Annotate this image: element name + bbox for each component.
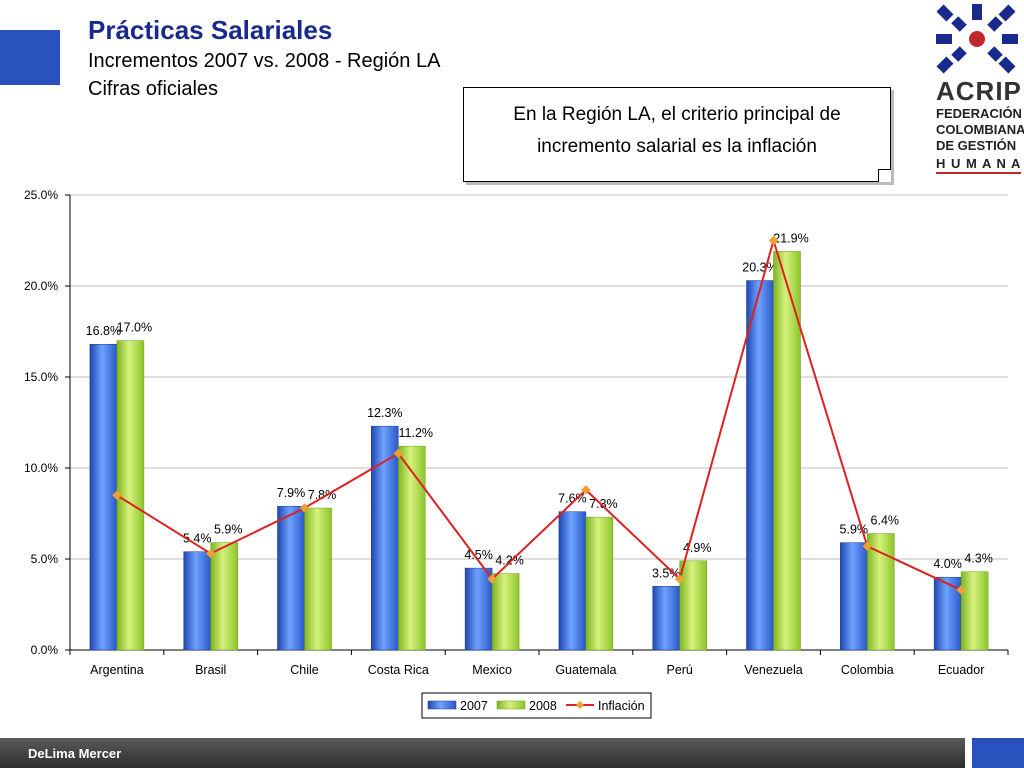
page-subtitle: Incrementos 2007 vs. 2008 - Región LA xyxy=(88,50,441,72)
decorative-blue-square-right xyxy=(972,738,1024,768)
y-tick-label: 15.0% xyxy=(24,370,58,384)
logo-line-2: COLOMBIANA xyxy=(936,122,1024,137)
bar-2007 xyxy=(558,511,587,651)
inflation-point xyxy=(768,235,779,246)
x-category-label: Mexico xyxy=(472,663,512,677)
x-category-label: Costa Rica xyxy=(368,663,429,677)
bar-2008 xyxy=(304,507,332,651)
callout-line-1: En la Región LA, el criterio principal d… xyxy=(513,104,841,125)
inflation-point xyxy=(581,485,591,495)
data-label-2007: 5.4% xyxy=(183,532,212,546)
x-category-label: Ecuador xyxy=(938,663,985,677)
data-label-2007: 12.3% xyxy=(367,406,402,420)
data-label-2008: 7.3% xyxy=(589,497,618,511)
data-label-2008: 21.9% xyxy=(773,231,808,245)
logo-line-4: H U M A N A xyxy=(936,156,1022,174)
bar-2008 xyxy=(585,516,614,651)
x-category-label: Colombia xyxy=(841,663,894,677)
inflation-point xyxy=(487,574,497,584)
bar-2007 xyxy=(371,425,399,651)
legend-swatch-2007 xyxy=(427,700,457,710)
x-category-label: Brasil xyxy=(195,663,226,677)
decorative-blue-square xyxy=(0,30,60,85)
data-label-2008: 7.8% xyxy=(308,488,337,502)
data-label-2007: 20.3% xyxy=(742,261,777,275)
data-label-2007: 16.8% xyxy=(86,324,121,338)
inflation-line xyxy=(116,236,962,591)
data-label-2008: 4.3% xyxy=(964,552,993,566)
bar-2008 xyxy=(398,445,426,651)
bar-2007 xyxy=(277,505,305,651)
x-category-label: Chile xyxy=(290,663,319,677)
logo-line-3: DE GESTIÓN xyxy=(936,138,1017,153)
bar-2008 xyxy=(679,560,707,651)
legend-marker-inflation xyxy=(576,701,584,709)
inflation-point xyxy=(205,548,216,559)
y-tick-label: 25.0% xyxy=(24,188,58,202)
bar-2007 xyxy=(933,576,962,651)
legend-label-inflation: Inflación xyxy=(598,699,645,713)
legend-swatch-2008 xyxy=(496,700,526,710)
inflation-point xyxy=(299,503,310,513)
page-title: Prácticas Salariales xyxy=(88,15,333,45)
data-label-2008: 4.2% xyxy=(495,554,524,568)
data-label-2008: 5.9% xyxy=(214,523,243,537)
logo-name: ACRIP xyxy=(936,76,1022,106)
bar-2007 xyxy=(89,343,118,651)
data-label-2007: 3.5% xyxy=(652,566,681,580)
bar-2007 xyxy=(652,586,680,651)
chart-legend: 2007 2008 Inflación xyxy=(421,692,652,719)
bar-2008 xyxy=(773,251,801,651)
bar-2007 xyxy=(840,542,868,651)
x-category-label: Guatemala xyxy=(555,663,616,677)
legend-label-2008: 2008 xyxy=(529,699,557,713)
footer-bar xyxy=(0,738,965,768)
inflation-point xyxy=(674,574,685,584)
salary-increment-chart: 0.0% 5.0% 10.0% 15.0% 20.0% 25.0% 16.8%17.0% Ar… xyxy=(24,188,1009,719)
legend-box xyxy=(421,692,652,719)
data-label-2008: 17.0% xyxy=(117,321,152,335)
x-category-label: Argentina xyxy=(90,663,144,677)
inflation-point xyxy=(956,585,966,595)
footer-label: DeLima Mercer xyxy=(28,746,122,761)
data-label-2008: 11.2% xyxy=(399,426,434,440)
x-category-label: Perú xyxy=(666,663,692,677)
bar-2007 xyxy=(464,567,493,651)
callout-box: En la Región LA, el criterio principal d… xyxy=(463,87,891,182)
bar-2008 xyxy=(867,533,895,651)
inflation-point xyxy=(393,448,404,459)
inflation-point xyxy=(862,541,873,551)
header: Prácticas Salariales Incrementos 2007 vs… xyxy=(88,14,440,102)
y-tick-label: 5.0% xyxy=(31,552,59,566)
bar-2008 xyxy=(210,542,238,651)
data-label-2007: 4.0% xyxy=(933,557,962,571)
bar-2008 xyxy=(960,571,989,651)
page-subtitle-2: Cifras oficiales xyxy=(88,78,219,100)
callout-line-2: incremento salarial es la inflación xyxy=(537,136,817,157)
y-tick-label: 20.0% xyxy=(24,279,58,293)
y-tick-label: 0.0% xyxy=(31,643,59,657)
data-label-2008: 6.4% xyxy=(871,514,900,528)
data-label-2007: 7.9% xyxy=(277,486,306,500)
callout-fold xyxy=(878,169,891,182)
acrip-logo-icon xyxy=(936,4,1018,74)
logo-line-1: FEDERACIÓN xyxy=(936,106,1022,121)
bar-2007 xyxy=(746,280,774,651)
legend-label-2007: 2007 xyxy=(460,699,488,713)
x-category-label: Venezuela xyxy=(744,663,802,677)
y-tick-label: 10.0% xyxy=(24,461,58,475)
bar-2008 xyxy=(491,573,520,651)
bar-2007 xyxy=(183,551,211,651)
inflation-point xyxy=(112,490,122,501)
